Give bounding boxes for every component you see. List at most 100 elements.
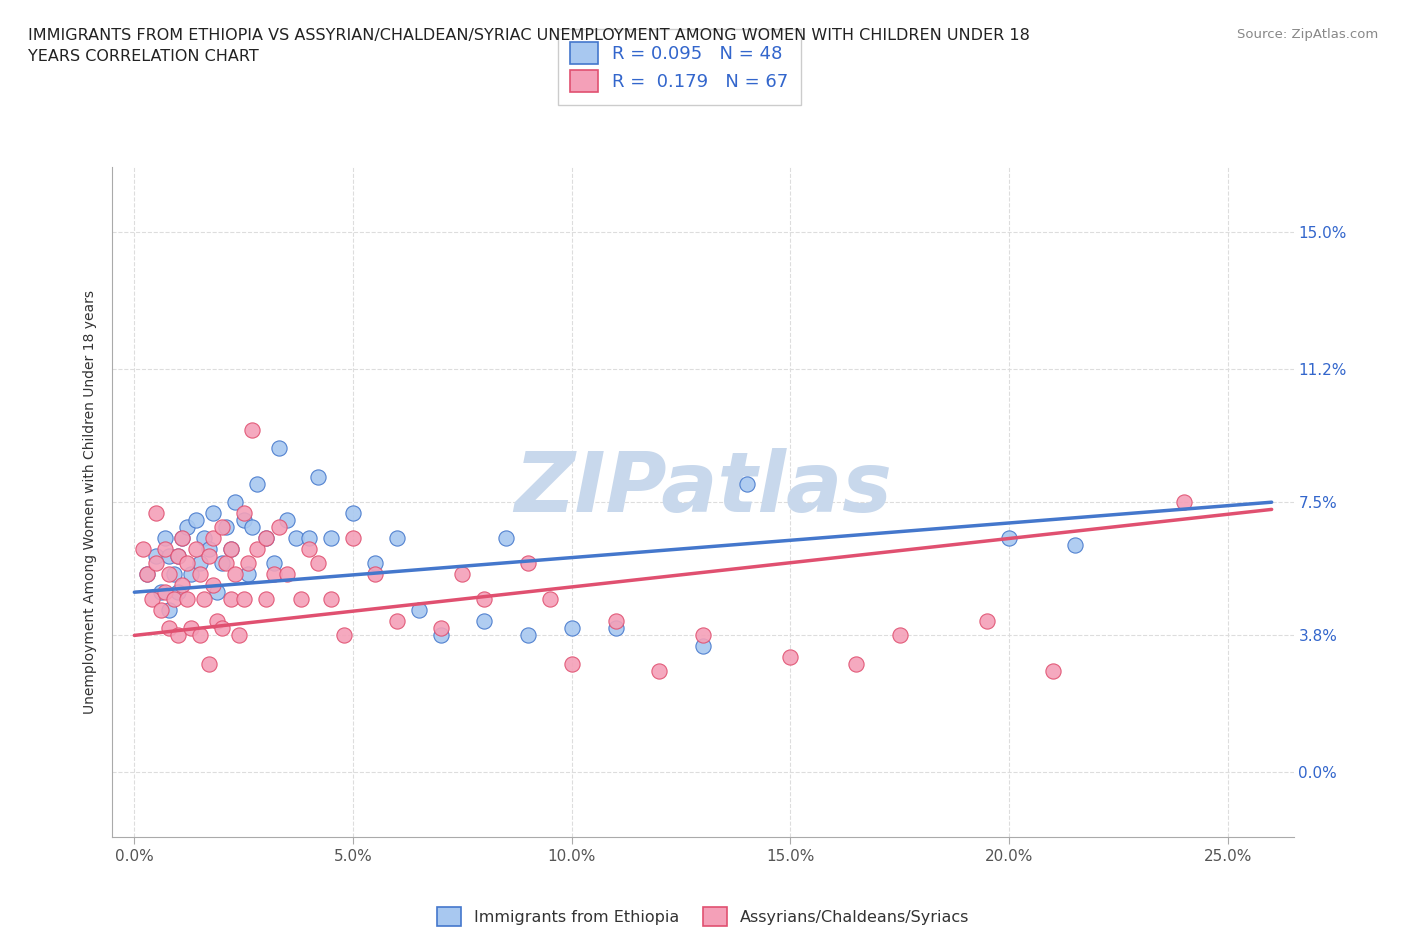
Point <box>215 556 238 571</box>
Point <box>172 531 194 546</box>
Point <box>1173 495 1195 510</box>
Point <box>153 541 176 556</box>
Point <box>385 614 408 629</box>
Point <box>136 566 159 581</box>
Point <box>364 566 387 581</box>
Point <box>236 566 259 581</box>
Point <box>298 531 321 546</box>
Point <box>232 506 254 521</box>
Point <box>184 512 207 527</box>
Point <box>188 628 211 643</box>
Point <box>145 549 167 564</box>
Point <box>254 592 277 607</box>
Point <box>207 585 229 600</box>
Point <box>408 603 430 618</box>
Point <box>254 531 277 546</box>
Point <box>228 628 250 643</box>
Point <box>285 531 308 546</box>
Point <box>149 603 172 618</box>
Point <box>451 566 474 581</box>
Point <box>202 506 225 521</box>
Point <box>188 556 211 571</box>
Point <box>180 566 202 581</box>
Point <box>429 628 451 643</box>
Point <box>263 566 285 581</box>
Point <box>193 531 215 546</box>
Point <box>224 566 246 581</box>
Point <box>211 520 233 535</box>
Point <box>167 585 190 600</box>
Point <box>976 614 998 629</box>
Y-axis label: Unemployment Among Women with Children Under 18 years: Unemployment Among Women with Children U… <box>83 290 97 714</box>
Point <box>495 531 517 546</box>
Point <box>538 592 561 607</box>
Point <box>145 506 167 521</box>
Point <box>215 520 238 535</box>
Point <box>342 531 364 546</box>
Point <box>145 556 167 571</box>
Point <box>153 531 176 546</box>
Point <box>472 614 495 629</box>
Point <box>561 620 583 635</box>
Point <box>172 578 194 592</box>
Point <box>307 470 329 485</box>
Point <box>188 566 211 581</box>
Point <box>136 566 159 581</box>
Point <box>246 541 269 556</box>
Point <box>232 512 254 527</box>
Point <box>197 657 219 671</box>
Point <box>242 423 264 438</box>
Point <box>254 531 277 546</box>
Point <box>276 566 298 581</box>
Point <box>180 620 202 635</box>
Point <box>193 592 215 607</box>
Point <box>1042 664 1064 679</box>
Point <box>197 549 219 564</box>
Point <box>298 541 321 556</box>
Point <box>605 614 627 629</box>
Point <box>385 531 408 546</box>
Point <box>172 531 194 546</box>
Point <box>307 556 329 571</box>
Point <box>232 592 254 607</box>
Point <box>364 556 387 571</box>
Point <box>779 649 801 664</box>
Point <box>224 495 246 510</box>
Point <box>132 541 155 556</box>
Point <box>176 520 198 535</box>
Point <box>202 531 225 546</box>
Point <box>263 556 285 571</box>
Point <box>290 592 312 607</box>
Point <box>163 592 186 607</box>
Point <box>153 585 176 600</box>
Point <box>219 592 242 607</box>
Point <box>246 477 269 492</box>
Point <box>219 541 242 556</box>
Point <box>176 592 198 607</box>
Point <box>845 657 868 671</box>
Point <box>692 628 714 643</box>
Point <box>342 506 364 521</box>
Point <box>561 657 583 671</box>
Point <box>157 620 180 635</box>
Point <box>167 549 190 564</box>
Point <box>267 441 290 456</box>
Point <box>176 556 198 571</box>
Point <box>184 541 207 556</box>
Point <box>202 578 225 592</box>
Point <box>605 620 627 635</box>
Point <box>242 520 264 535</box>
Text: IMMIGRANTS FROM ETHIOPIA VS ASSYRIAN/CHALDEAN/SYRIAC UNEMPLOYMENT AMONG WOMEN WI: IMMIGRANTS FROM ETHIOPIA VS ASSYRIAN/CHA… <box>28 28 1031 64</box>
Point <box>517 628 540 643</box>
Point <box>149 585 172 600</box>
Point <box>333 628 356 643</box>
Point <box>321 531 343 546</box>
Point <box>517 556 540 571</box>
Point <box>197 541 219 556</box>
Legend: Immigrants from Ethiopia, Assyrians/Chaldeans/Syriacs: Immigrants from Ethiopia, Assyrians/Chal… <box>430 900 976 930</box>
Point <box>236 556 259 571</box>
Point <box>889 628 911 643</box>
Point <box>167 628 190 643</box>
Point <box>648 664 671 679</box>
Point <box>267 520 290 535</box>
